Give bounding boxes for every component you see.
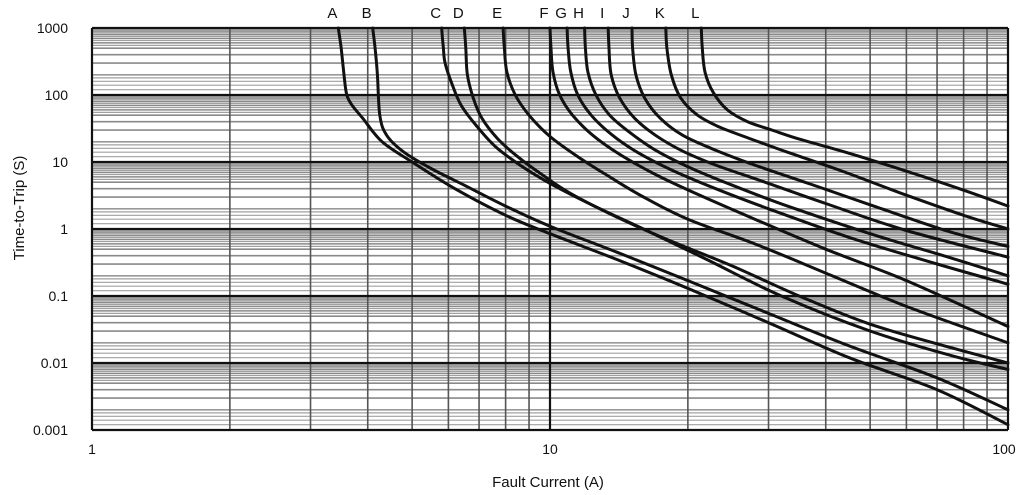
curve-label-c: C: [430, 5, 441, 22]
x-tick-label: 10: [542, 441, 558, 457]
curve-d: [462, 26, 1010, 365]
curve-e: [501, 26, 1010, 345]
curve-label-f: F: [539, 5, 548, 22]
y-tick-label: 1: [60, 221, 68, 237]
x-tick-label: 1: [88, 441, 96, 457]
trip-curves: [336, 26, 1010, 427]
x-tick-labels: 1 10 100: [88, 441, 1016, 457]
curve-g: [565, 26, 1010, 286]
curve-k: [664, 26, 1010, 231]
curve-f: [548, 26, 1010, 328]
curve-b: [371, 26, 1010, 412]
curve-label-k: K: [655, 5, 665, 22]
curve-a: [336, 26, 1010, 427]
x-axis-title: Fault Current (A): [492, 474, 604, 491]
y-tick-label: 10: [52, 154, 68, 170]
y-tick-label: 100: [45, 87, 69, 103]
curve-label-g: G: [555, 5, 567, 22]
curve-label-a: A: [327, 5, 337, 22]
curve-label-i: I: [600, 5, 604, 22]
curve-label-l: L: [691, 5, 699, 22]
curve-label-j: J: [622, 5, 630, 22]
curve-label-e: E: [492, 5, 502, 22]
y-tick-label: 0.01: [41, 355, 68, 371]
curve-h: [583, 26, 1010, 278]
y-tick-label: 0.001: [33, 422, 68, 438]
y-tick-label: 1000: [37, 20, 68, 36]
curve-label-h: H: [573, 5, 584, 22]
y-tick-labels: 1000 100 10 1 0.1 0.01 0.001: [33, 20, 68, 438]
y-tick-label: 0.1: [49, 288, 69, 304]
curve-label-d: D: [453, 5, 464, 22]
curve-l: [699, 26, 1010, 208]
y-axis-title: Time-to-Trip (S): [11, 156, 28, 261]
x-tick-label: 100: [992, 441, 1016, 457]
curve-label-b: B: [362, 5, 372, 22]
curve-c: [440, 26, 1010, 371]
curve-j: [630, 26, 1010, 248]
curve-i: [606, 26, 1010, 259]
